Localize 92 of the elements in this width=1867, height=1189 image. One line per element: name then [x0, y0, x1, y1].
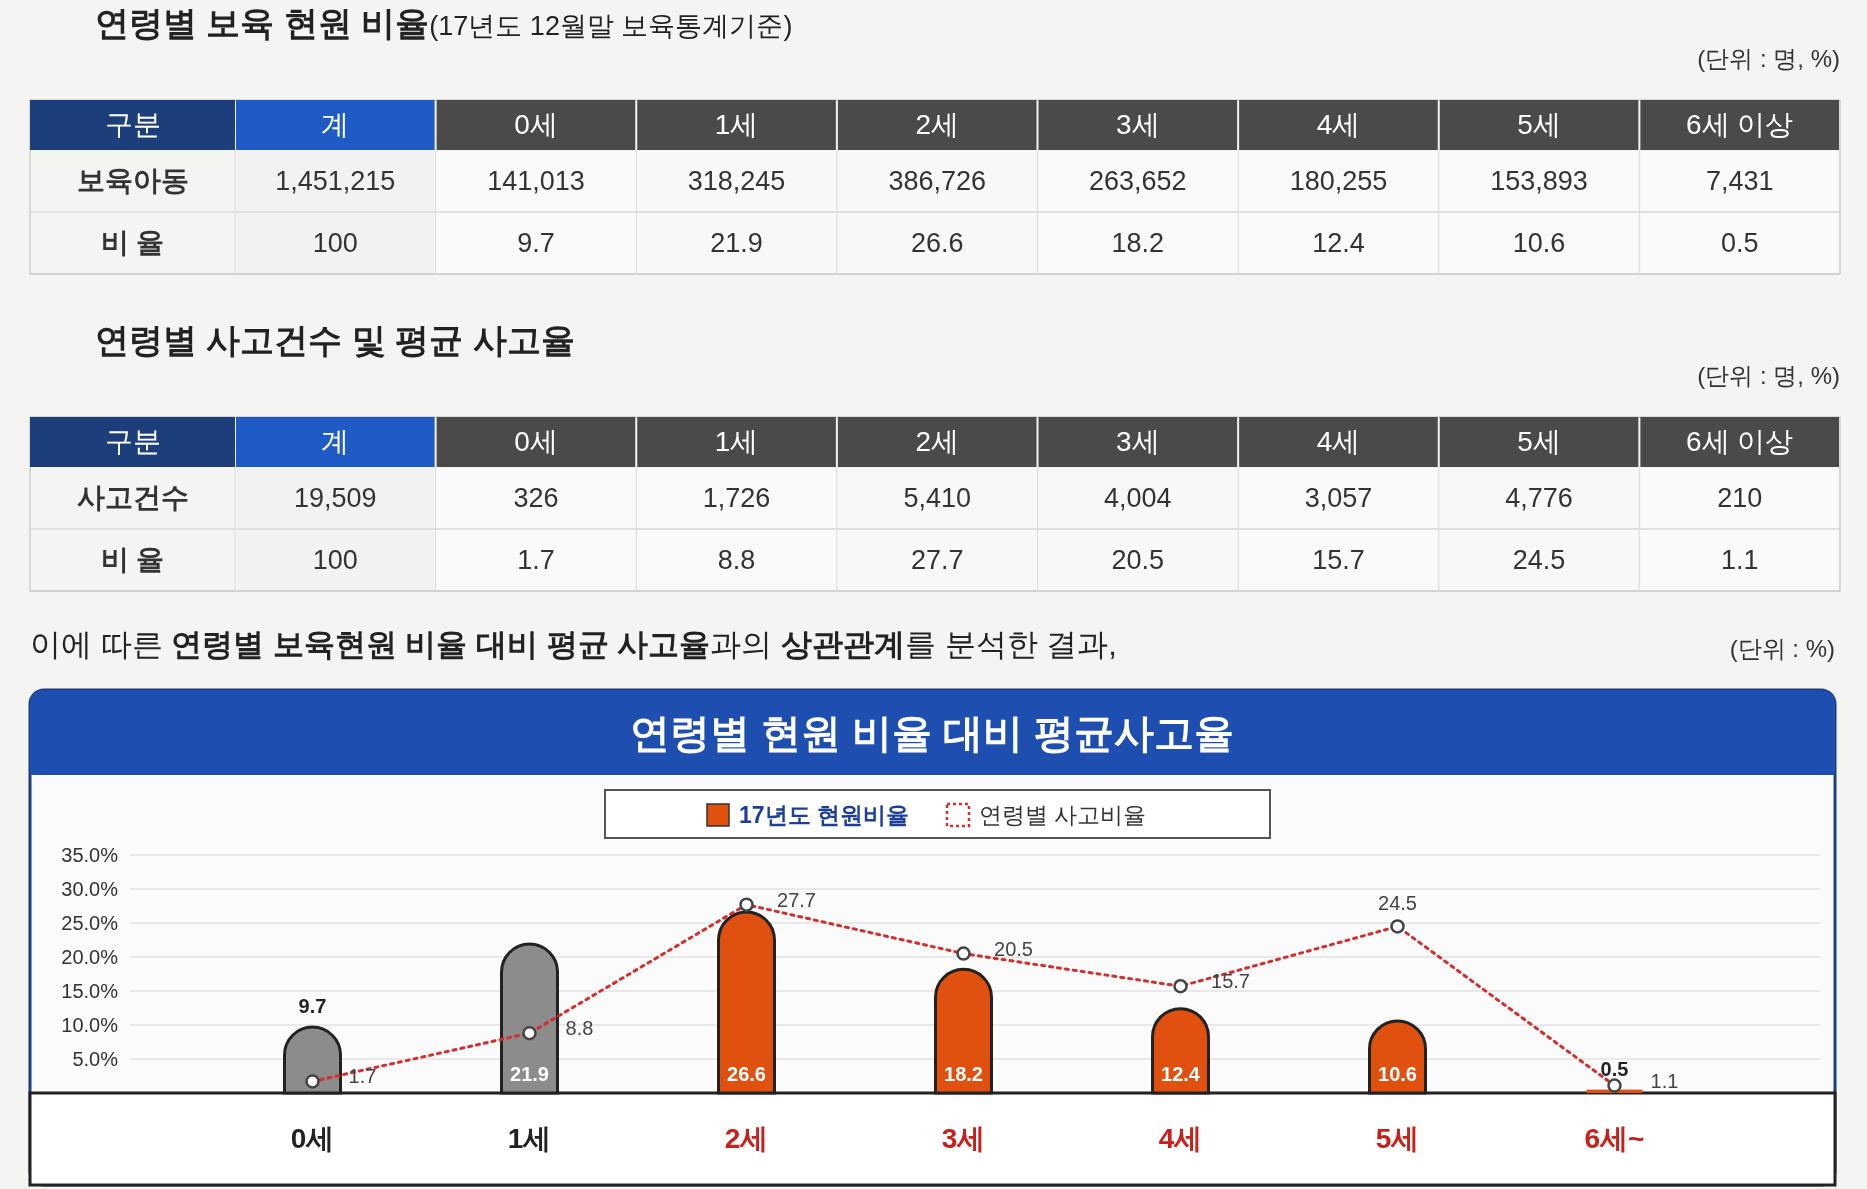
- data-label: 9.7: [298, 995, 327, 1018]
- data-label: 1.7: [517, 545, 555, 575]
- text: 이에 따른 연령별 보육현원 비율 대비 평균 사고율과의 상관관계를 분석한 결과,: [30, 627, 1117, 662]
- data-label: 15.7: [1211, 970, 1250, 993]
- data-label: 5,410: [903, 483, 971, 513]
- data-label: 4,776: [1505, 483, 1573, 513]
- y-axis-title: 구분: [104, 109, 161, 140]
- chart-title: 연령별 사고건수 및 평균 사고율: [95, 321, 575, 359]
- data-label: 100: [312, 545, 358, 575]
- x-tick-label: 1세: [507, 1123, 552, 1154]
- data-label: 0.5: [1720, 228, 1759, 258]
- data-label: 12.4: [1161, 1063, 1201, 1085]
- data-label: 27.7: [910, 545, 964, 575]
- data-label: 21.9: [710, 228, 763, 258]
- y-tick-label: 20.0%: [61, 946, 119, 968]
- y-tick-label: 보육아동: [76, 165, 189, 196]
- data-label: 7,431: [1705, 166, 1774, 196]
- data-label: 180,255: [1289, 166, 1388, 196]
- text: (단위 : 명, %): [1697, 45, 1840, 72]
- x-tick-label: 3세: [1116, 426, 1160, 457]
- x-tick-label: 5세: [1517, 426, 1561, 457]
- y-tick-label: 15.0%: [61, 980, 119, 1002]
- data-label: 20.5: [1111, 545, 1165, 575]
- data-label: 326: [513, 483, 559, 513]
- x-tick-label: 2세: [915, 426, 959, 457]
- data-label: 100: [312, 228, 358, 258]
- x-tick-label: 4세: [1158, 1123, 1203, 1154]
- data-label: 9.7: [517, 228, 555, 258]
- data-label: 263,652: [1089, 166, 1187, 196]
- data-label: 8.8: [717, 545, 756, 575]
- x-tick-label: 4세: [1316, 109, 1361, 140]
- chart-title: 연령별 현원 비율 대비 평균사고율: [629, 711, 1235, 755]
- data-label: 318,245: [687, 166, 786, 196]
- chart-title: 연령별 보육 현원 비율: [95, 4, 430, 42]
- x-tick-label: 6세~: [1584, 1123, 1645, 1154]
- x-tick-label: 3세: [941, 1123, 986, 1154]
- x-tick-label: 6세 이상: [1686, 109, 1794, 140]
- y-tick-label: 사고건수: [76, 482, 189, 513]
- data-label: 153,893: [1490, 166, 1588, 196]
- data-label: 10.6: [1512, 228, 1566, 258]
- x-tick-label: 계: [321, 426, 350, 457]
- y-tick-label: 35.0%: [61, 844, 119, 866]
- data-label: 24.5: [1378, 892, 1417, 915]
- y-tick-label: 비 율: [100, 227, 165, 258]
- y-axis-title: 구분: [104, 426, 161, 457]
- data-label: 19,509: [294, 483, 377, 513]
- data-label: 15.7: [1312, 545, 1365, 575]
- y-tick-label: 비 율: [100, 544, 165, 575]
- x-tick-label: 0세: [290, 1123, 335, 1154]
- chart-subtitle: (17년도 12월말 보육통계기준): [429, 11, 793, 41]
- legend-label: 연령별 사고비율: [979, 802, 1147, 828]
- x-tick-label: 5세: [1375, 1123, 1420, 1154]
- data-label: 24.5: [1512, 545, 1566, 575]
- y-tick-label: 10.0%: [61, 1014, 119, 1036]
- data-label: 27.7: [777, 888, 816, 911]
- data-label: 1,451,215: [275, 166, 396, 196]
- data-label: 1,726: [702, 483, 771, 513]
- data-label: 1.1: [1650, 1069, 1679, 1092]
- y-tick-label: 5.0%: [72, 1048, 119, 1070]
- x-tick-label: 5세: [1517, 109, 1561, 140]
- data-label: 10.6: [1378, 1063, 1417, 1085]
- data-label: 21.9: [510, 1063, 549, 1085]
- data-label: 210: [1717, 483, 1763, 513]
- text: (단위 : %): [1729, 635, 1835, 662]
- data-label: 26.6: [910, 228, 964, 258]
- y-tick-label: 25.0%: [61, 912, 119, 934]
- data-label: 26.6: [727, 1063, 766, 1085]
- data-label: 12.4: [1312, 228, 1365, 258]
- legend-label: 17년도 현원비율: [739, 802, 909, 828]
- x-tick-label: 0세: [514, 109, 558, 140]
- data-label: 4,004: [1104, 483, 1172, 513]
- x-tick-label: 6세 이상: [1686, 426, 1794, 457]
- data-label: 18.2: [944, 1063, 983, 1085]
- data-label: 386,726: [888, 166, 986, 196]
- x-tick-label: 4세: [1316, 426, 1361, 457]
- x-tick-label: 1세: [714, 109, 759, 140]
- data-label: 3,057: [1304, 483, 1373, 513]
- x-tick-label: 2세: [724, 1123, 769, 1154]
- data-label: 18.2: [1111, 228, 1165, 258]
- data-label: 20.5: [994, 937, 1033, 960]
- x-tick-label: 1세: [714, 426, 759, 457]
- data-label: 1.7: [348, 1065, 377, 1088]
- y-tick-label: 30.0%: [61, 878, 119, 900]
- text: (단위 : 명, %): [1697, 362, 1840, 389]
- x-tick-label: 2세: [915, 109, 959, 140]
- x-tick-label: 0세: [514, 426, 558, 457]
- data-label: 1.1: [1720, 545, 1759, 575]
- data-label: 0.5: [1600, 1057, 1629, 1080]
- data-label: 141,013: [487, 166, 585, 196]
- data-label: 8.8: [565, 1017, 594, 1040]
- x-tick-label: 계: [321, 109, 350, 140]
- x-tick-label: 3세: [1116, 109, 1160, 140]
